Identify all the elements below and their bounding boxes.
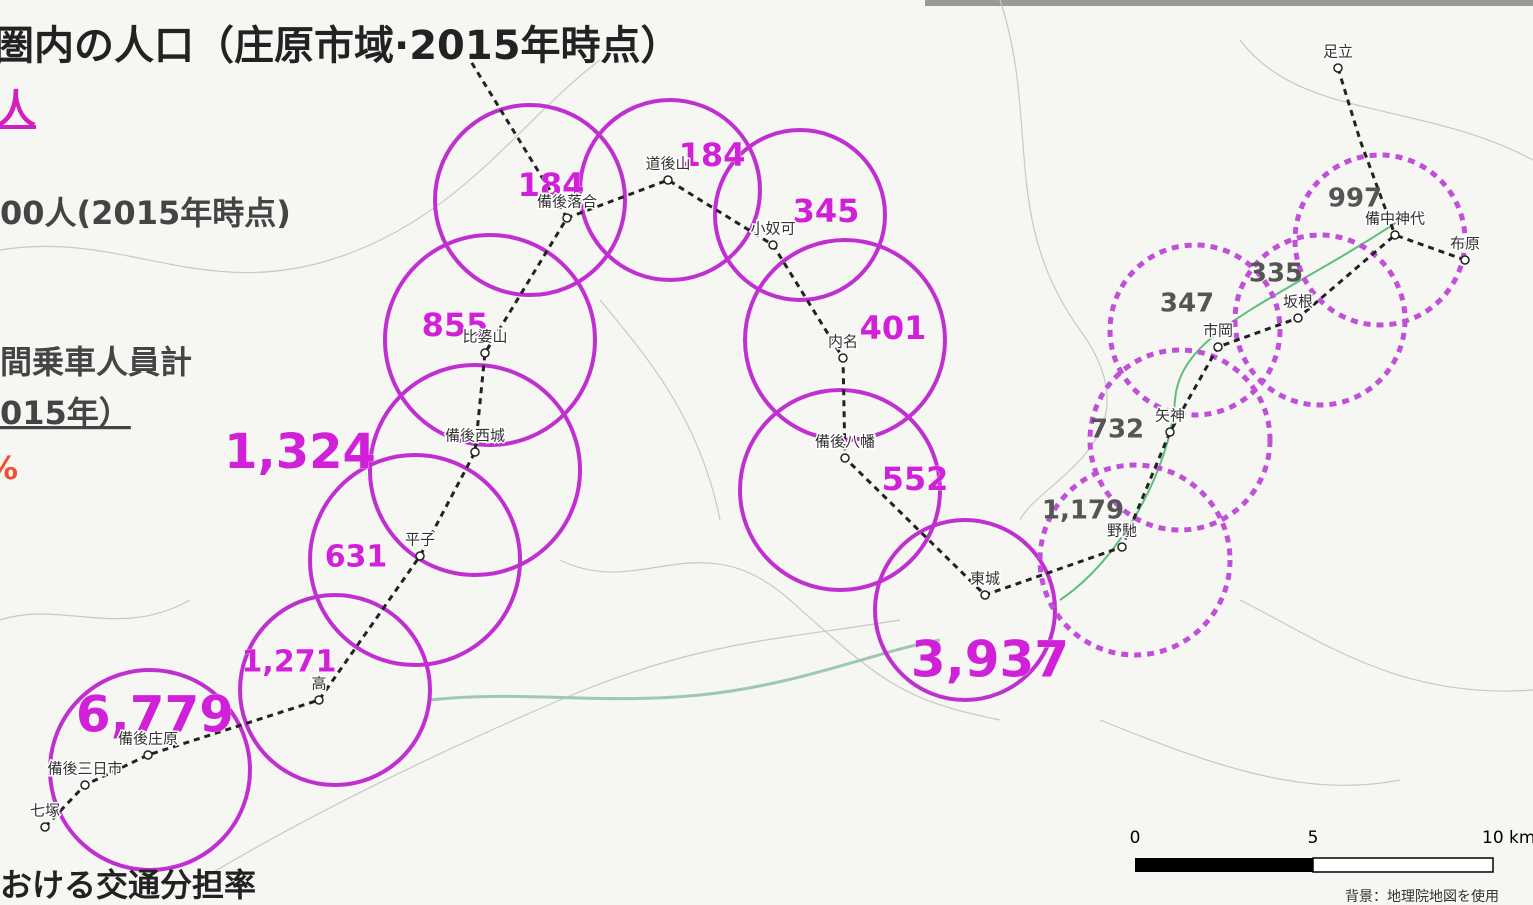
catchment-zone bbox=[713, 128, 887, 302]
station-marker bbox=[143, 750, 153, 760]
station-marker bbox=[1213, 342, 1223, 352]
zone-population: 631 bbox=[325, 540, 388, 575]
zone-population: 335 bbox=[1249, 259, 1303, 289]
station-name: 布原 bbox=[1450, 235, 1480, 253]
station-name: 備中神代 bbox=[1365, 210, 1425, 228]
station-name: 野馳 bbox=[1107, 522, 1137, 540]
zone-population: 1,324 bbox=[224, 424, 376, 480]
river bbox=[429, 638, 941, 702]
title: 圏内の人口（庄原市域·2015年時点） bbox=[0, 23, 681, 69]
station-name: 七塚 bbox=[30, 802, 60, 820]
ridership-line: 015年） bbox=[0, 394, 131, 432]
station-name: 備後西城 bbox=[445, 427, 505, 445]
rail-line bbox=[468, 59, 569, 219]
ridership-line: 間乗車人員計 bbox=[0, 343, 192, 381]
scale-bar bbox=[1312, 857, 1494, 873]
station-marker bbox=[1165, 427, 1175, 437]
catchment-zone bbox=[238, 593, 432, 787]
station-name: 高 bbox=[311, 675, 326, 693]
total-unit: 人 bbox=[0, 87, 36, 133]
station-marker bbox=[980, 590, 990, 600]
zone-population: 3,937 bbox=[911, 631, 1069, 689]
catchment-zone bbox=[873, 518, 1057, 702]
station-name: 坂根 bbox=[1283, 293, 1313, 311]
catchment-zone bbox=[1292, 152, 1468, 328]
station-marker bbox=[1460, 255, 1470, 265]
station-marker bbox=[768, 240, 778, 250]
catchment-zone bbox=[1232, 232, 1408, 408]
station-name: 市岡 bbox=[1203, 322, 1233, 340]
station-marker bbox=[1117, 542, 1127, 552]
station-marker bbox=[663, 175, 673, 185]
station-marker bbox=[480, 348, 490, 358]
catchment-zone bbox=[433, 103, 627, 297]
mode-share: おける交通分担率 bbox=[0, 866, 256, 904]
catchment-zone bbox=[368, 363, 582, 577]
zone-population: 184 bbox=[518, 166, 585, 204]
station-name: 道後山 bbox=[645, 155, 690, 173]
station-marker bbox=[40, 822, 50, 832]
station-marker bbox=[562, 213, 572, 223]
share-value: % bbox=[0, 449, 18, 487]
scale-tick: 0 bbox=[1130, 828, 1141, 848]
station-marker bbox=[314, 695, 324, 705]
station-marker bbox=[1293, 313, 1303, 323]
station-marker bbox=[838, 353, 848, 363]
station-name: 備後庄原 bbox=[118, 730, 178, 748]
station-name: 比婆山 bbox=[462, 328, 507, 346]
catchment-zone bbox=[1107, 242, 1283, 418]
station-marker bbox=[415, 551, 425, 561]
zone-population: 855 bbox=[422, 306, 489, 344]
catchment-zone bbox=[308, 453, 522, 667]
catchment-zone bbox=[1037, 462, 1233, 658]
catchment-zone bbox=[48, 668, 252, 872]
station-name: 内名 bbox=[828, 333, 858, 351]
station-name: 足立 bbox=[1323, 43, 1353, 61]
population-line: 00人(2015年時点) bbox=[0, 194, 291, 232]
station-name: 小奴可 bbox=[750, 220, 795, 238]
station-name: 平子 bbox=[405, 531, 435, 549]
catchment-zone bbox=[1087, 347, 1273, 533]
station-marker bbox=[1333, 63, 1343, 73]
station-marker bbox=[470, 447, 480, 457]
station-name: 東城 bbox=[970, 570, 1000, 588]
river bbox=[1059, 219, 1401, 601]
zone-population: 997 bbox=[1328, 184, 1382, 214]
station-marker bbox=[840, 453, 850, 463]
zone-population: 401 bbox=[860, 309, 927, 347]
scale-tick: 10 km bbox=[1482, 828, 1533, 848]
catchment-zone bbox=[578, 98, 762, 282]
zone-population: 1,271 bbox=[242, 645, 337, 680]
top-bar bbox=[925, 0, 1533, 6]
zone-population: 345 bbox=[793, 192, 860, 230]
zone-population: 1,179 bbox=[1042, 496, 1124, 526]
zone-population: 732 bbox=[1090, 415, 1144, 445]
station-name: 備後八幡 bbox=[815, 433, 875, 451]
catchment-zone bbox=[383, 233, 597, 447]
station-name: 備後三日市 bbox=[47, 760, 122, 778]
scale-tick: 5 bbox=[1308, 828, 1319, 848]
station-marker bbox=[80, 780, 90, 790]
catchment-zone bbox=[743, 238, 947, 442]
scale-bar bbox=[1135, 858, 1313, 872]
zone-population: 552 bbox=[882, 460, 949, 498]
credit: 背景：地理院地図を使用 bbox=[1345, 888, 1499, 905]
zone-population: 184 bbox=[679, 136, 746, 174]
zone-population: 6,779 bbox=[76, 686, 234, 744]
terrain bbox=[0, 0, 1533, 881]
station-name: 矢神 bbox=[1155, 407, 1185, 425]
rail-line bbox=[1336, 67, 1397, 236]
catchment-zone bbox=[738, 388, 942, 592]
station-marker bbox=[1390, 230, 1400, 240]
zone-population: 347 bbox=[1160, 289, 1214, 319]
station-name: 備後落合 bbox=[537, 193, 597, 211]
